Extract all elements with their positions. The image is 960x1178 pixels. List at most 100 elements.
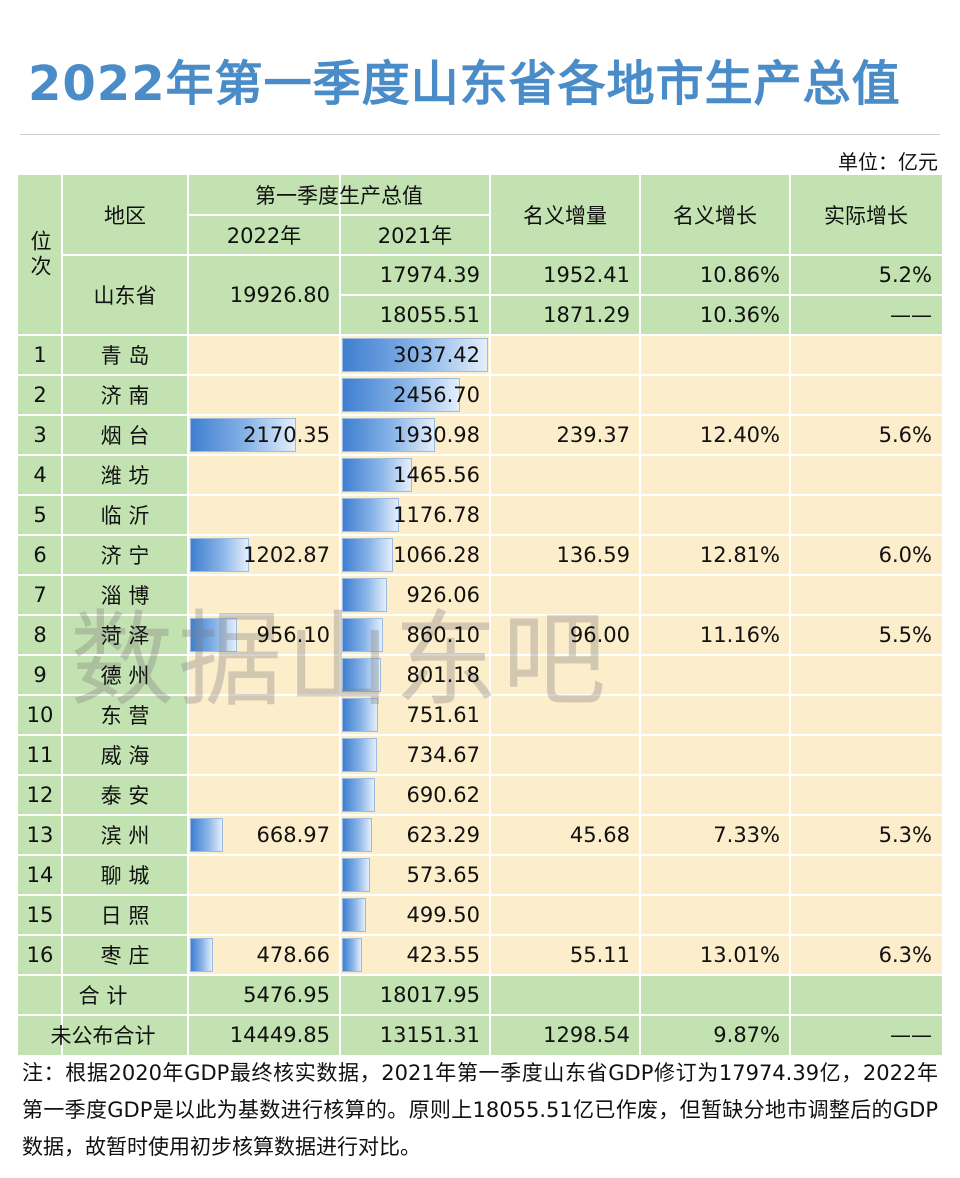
province-2021-prelim-text: 18055.51 [379, 303, 480, 327]
real-cell [790, 455, 942, 495]
value-2021-bar [342, 898, 366, 932]
city-name-text: 日 照 [100, 904, 150, 928]
row-divider [18, 734, 942, 736]
value-2021: 734.67 [340, 735, 490, 775]
value-2021-bar [342, 818, 372, 852]
province-real-prelim-text: —— [890, 303, 932, 327]
value-2021: 423.55 [340, 935, 490, 975]
real-cell-text: 6.3% [878, 943, 932, 967]
header-real: 实际增长 [790, 175, 942, 255]
province-real-prelim: —— [790, 295, 942, 335]
nominal-cell [640, 575, 790, 615]
unpublished-inc-text: 1298.54 [543, 1023, 630, 1047]
nominal-cell [640, 735, 790, 775]
row-divider [18, 814, 942, 816]
province-inc-revised: 1952.41 [490, 255, 640, 295]
row-divider [62, 254, 942, 256]
value-2021: 751.61 [340, 695, 490, 735]
row-divider [18, 974, 942, 976]
total-nom [640, 975, 790, 1015]
value-2021-bar [342, 578, 387, 612]
value-2022 [188, 735, 340, 775]
city-name: 日 照 [62, 895, 188, 935]
increase-cell [490, 655, 640, 695]
rank-cell-text: 10 [26, 703, 54, 727]
value-2021-text: 926.06 [406, 583, 480, 607]
city-name-text: 枣 庄 [100, 944, 150, 968]
value-2021-text: 1930.98 [393, 423, 480, 447]
province-2022-text: 19926.80 [229, 283, 330, 307]
value-2021: 801.18 [340, 655, 490, 695]
rank-cell: 13 [18, 815, 62, 855]
value-2022: 668.97 [188, 815, 340, 855]
value-2021-text: 1465.56 [393, 463, 480, 487]
value-2021: 1465.56 [340, 455, 490, 495]
value-2022-bar [190, 618, 237, 652]
nominal-cell-text: 12.40% [699, 423, 780, 447]
province-nom-prelim-text: 10.36% [699, 303, 780, 327]
nominal-cell [640, 335, 790, 375]
rank-cell-text: 15 [26, 903, 54, 927]
province-2022: 19926.80 [188, 255, 340, 335]
rank-cell-text: 1 [33, 343, 47, 367]
rank-cell: 4 [18, 455, 62, 495]
header-rank: 位次 [18, 175, 62, 335]
value-2021-text: 573.65 [406, 863, 480, 887]
rank-cell-text: 12 [26, 783, 54, 807]
province-nom-prelim: 10.36% [640, 295, 790, 335]
value-2022-bar [190, 938, 213, 972]
nominal-cell [640, 695, 790, 735]
rank-cell: 6 [18, 535, 62, 575]
value-2021-bar [342, 538, 393, 572]
province-nom-revised: 10.86% [640, 255, 790, 295]
value-2021: 926.06 [340, 575, 490, 615]
city-name-text: 东 营 [100, 704, 150, 728]
province-2021-revised-text: 17974.39 [379, 263, 480, 287]
value-2022 [188, 335, 340, 375]
row-divider [18, 494, 942, 496]
nominal-cell-text: 11.16% [699, 623, 780, 647]
city-name: 潍 坊 [62, 455, 188, 495]
unpublished-nom: 9.87% [640, 1015, 790, 1055]
rank-cell-text: 9 [33, 663, 47, 687]
value-2022-bar [190, 818, 223, 852]
city-name: 东 营 [62, 695, 188, 735]
unit-label: 单位：亿元 [838, 150, 938, 174]
rank-cell: 7 [18, 575, 62, 615]
city-name-text: 滨 州 [100, 824, 150, 848]
header-region: 地区 [62, 175, 188, 255]
unpublished-2021: 13151.31 [340, 1015, 490, 1055]
row-divider [18, 654, 942, 656]
header-nominal: 名义增长 [640, 175, 790, 255]
value-2021-text: 734.67 [406, 743, 480, 767]
real-cell [790, 575, 942, 615]
city-name-text: 青 岛 [100, 344, 150, 368]
rank-cell-text: 8 [33, 623, 47, 647]
value-2021-bar [342, 698, 378, 732]
city-name: 枣 庄 [62, 935, 188, 975]
real-cell-text: 5.6% [878, 423, 932, 447]
increase-cell: 136.59 [490, 535, 640, 575]
row-divider [18, 894, 942, 896]
nominal-cell: 12.81% [640, 535, 790, 575]
value-2022 [188, 695, 340, 735]
footnote: 注：根据2020年GDP最终核实数据，2021年第一季度山东省GDP修订为179… [22, 1061, 938, 1159]
province-real-revised: 5.2% [790, 255, 942, 295]
value-2021-bar [342, 618, 383, 652]
value-2021-bar [342, 418, 435, 452]
total-label-text: 合 计 [78, 984, 128, 1008]
row-divider [18, 1014, 942, 1016]
rank-cell: 15 [18, 895, 62, 935]
title-divider [20, 134, 940, 135]
city-name-text: 潍 坊 [100, 464, 150, 488]
row-divider [18, 934, 942, 936]
increase-cell [490, 335, 640, 375]
city-name: 泰 安 [62, 775, 188, 815]
unpublished-real: —— [790, 1015, 942, 1055]
value-2021-bar [342, 338, 488, 372]
value-2021-text: 3037.42 [393, 343, 480, 367]
value-2021-bar [342, 738, 377, 772]
row-divider [18, 334, 942, 336]
real-cell [790, 895, 942, 935]
rank-cell: 2 [18, 375, 62, 415]
